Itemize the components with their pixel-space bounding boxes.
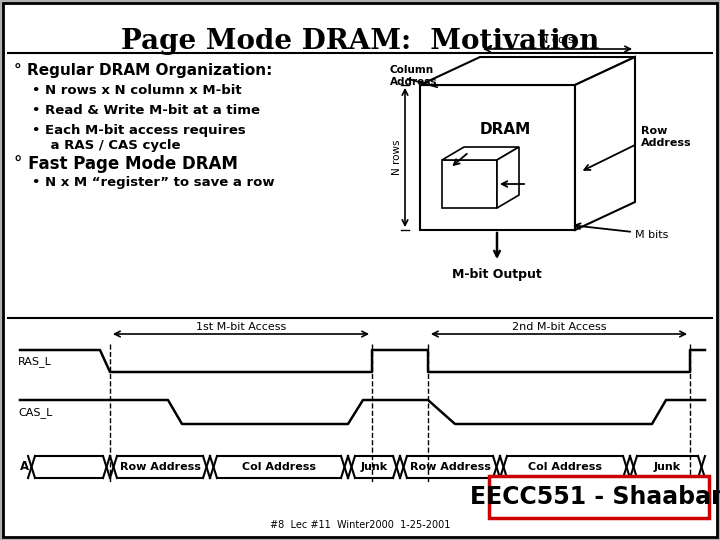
Text: A: A bbox=[20, 461, 29, 474]
Text: 1st M-bit Access: 1st M-bit Access bbox=[196, 322, 286, 332]
Polygon shape bbox=[497, 147, 519, 208]
Polygon shape bbox=[442, 147, 519, 160]
Text: Row Address: Row Address bbox=[120, 462, 200, 472]
Text: EECC551 - Shaaban: EECC551 - Shaaban bbox=[470, 485, 720, 509]
Text: Row
Address: Row Address bbox=[641, 126, 692, 148]
Text: Column
Address: Column Address bbox=[390, 65, 438, 86]
Text: M-bit Output: M-bit Output bbox=[452, 268, 542, 281]
Text: Junk: Junk bbox=[654, 462, 681, 472]
Text: DRAM: DRAM bbox=[480, 123, 531, 138]
Text: Col Address: Col Address bbox=[528, 462, 602, 472]
Text: RAS_L: RAS_L bbox=[18, 356, 52, 367]
Text: • N rows x N column x M-bit: • N rows x N column x M-bit bbox=[32, 84, 242, 97]
Text: M bits: M bits bbox=[635, 230, 668, 240]
Polygon shape bbox=[575, 57, 635, 230]
Polygon shape bbox=[420, 85, 575, 230]
Text: Col Address: Col Address bbox=[242, 462, 316, 472]
Text: N rows: N rows bbox=[392, 139, 402, 175]
Text: Row Address: Row Address bbox=[410, 462, 490, 472]
Polygon shape bbox=[420, 57, 635, 85]
Text: • N x M “register” to save a row: • N x M “register” to save a row bbox=[32, 176, 274, 189]
Text: • Each M-bit access requires
    a RAS / CAS cycle: • Each M-bit access requires a RAS / CAS… bbox=[32, 124, 246, 152]
Text: 2nd M-bit Access: 2nd M-bit Access bbox=[512, 322, 606, 332]
Text: N cols: N cols bbox=[540, 35, 574, 45]
FancyBboxPatch shape bbox=[489, 476, 709, 518]
Text: #8  Lec #11  Winter2000  1-25-2001: #8 Lec #11 Winter2000 1-25-2001 bbox=[270, 520, 450, 530]
Text: Junk: Junk bbox=[361, 462, 387, 472]
Polygon shape bbox=[442, 160, 497, 208]
Text: ° Regular DRAM Organization:: ° Regular DRAM Organization: bbox=[14, 63, 272, 78]
Text: Page Mode DRAM:  Motivation: Page Mode DRAM: Motivation bbox=[121, 28, 599, 55]
Text: ° Fast Page Mode DRAM: ° Fast Page Mode DRAM bbox=[14, 155, 238, 173]
Text: CAS_L: CAS_L bbox=[18, 408, 53, 418]
Text: • Read & Write M-bit at a time: • Read & Write M-bit at a time bbox=[32, 104, 260, 117]
